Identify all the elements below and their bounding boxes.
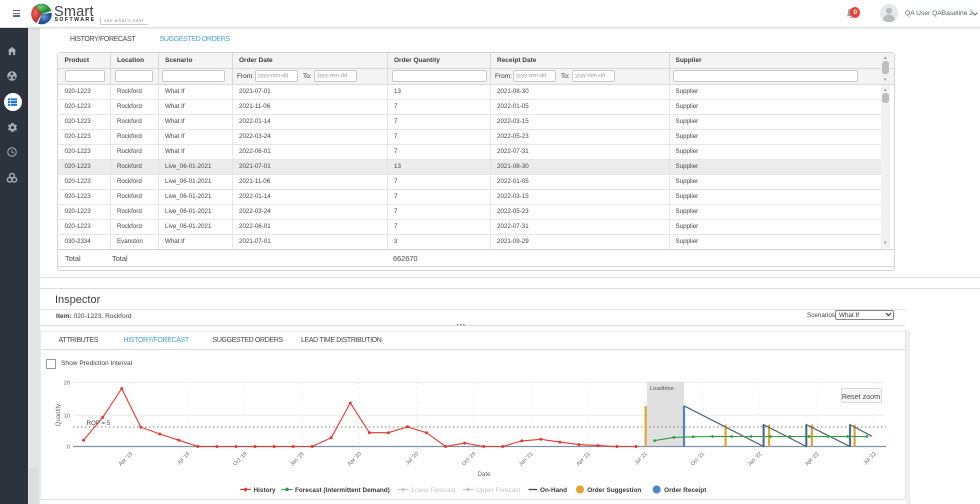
svg-text:Oct '20: Oct '20 xyxy=(461,451,477,467)
svg-text:Apr '20: Apr '20 xyxy=(347,451,363,467)
svg-text:10: 10 xyxy=(64,413,70,419)
svg-text:0: 0 xyxy=(67,445,70,451)
svg-text:Oct '21: Oct '21 xyxy=(690,451,706,467)
svg-text:20: 20 xyxy=(64,381,70,387)
svg-text:Date: Date xyxy=(477,471,491,478)
svg-text:Leadtime: Leadtime xyxy=(650,386,674,392)
svg-text:Apr '21: Apr '21 xyxy=(576,451,592,467)
svg-text:Jul '22: Jul '22 xyxy=(863,451,878,466)
svg-text:On-Hand: On-Hand xyxy=(540,487,567,494)
svg-text:Jan '21: Jan '21 xyxy=(518,451,534,467)
svg-text:History: History xyxy=(254,487,276,494)
svg-text:Jan '20: Jan '20 xyxy=(289,451,305,467)
svg-text:Oct '19: Oct '19 xyxy=(232,451,248,467)
svg-text:Jul '19: Jul '19 xyxy=(176,451,191,466)
svg-text:ROP = 5: ROP = 5 xyxy=(87,420,111,427)
svg-text:Jan '22: Jan '22 xyxy=(747,451,763,467)
svg-text:Jul '21: Jul '21 xyxy=(634,451,649,466)
svg-text:Quantity: Quantity xyxy=(56,404,62,426)
svg-text:Upper Forecast: Upper Forecast xyxy=(476,487,520,494)
svg-text:Apr '22: Apr '22 xyxy=(804,451,820,467)
svg-text:Lower Forecast: Lower Forecast xyxy=(412,487,456,494)
svg-text:Apr '19: Apr '19 xyxy=(118,451,134,467)
svg-text:Jul '20: Jul '20 xyxy=(405,451,420,466)
svg-text:Order Suggestion: Order Suggestion xyxy=(587,487,641,494)
svg-text:Order Receipt: Order Receipt xyxy=(664,487,707,494)
svg-text:Forecast (Intermittent Demand): Forecast (Intermittent Demand) xyxy=(295,487,390,494)
